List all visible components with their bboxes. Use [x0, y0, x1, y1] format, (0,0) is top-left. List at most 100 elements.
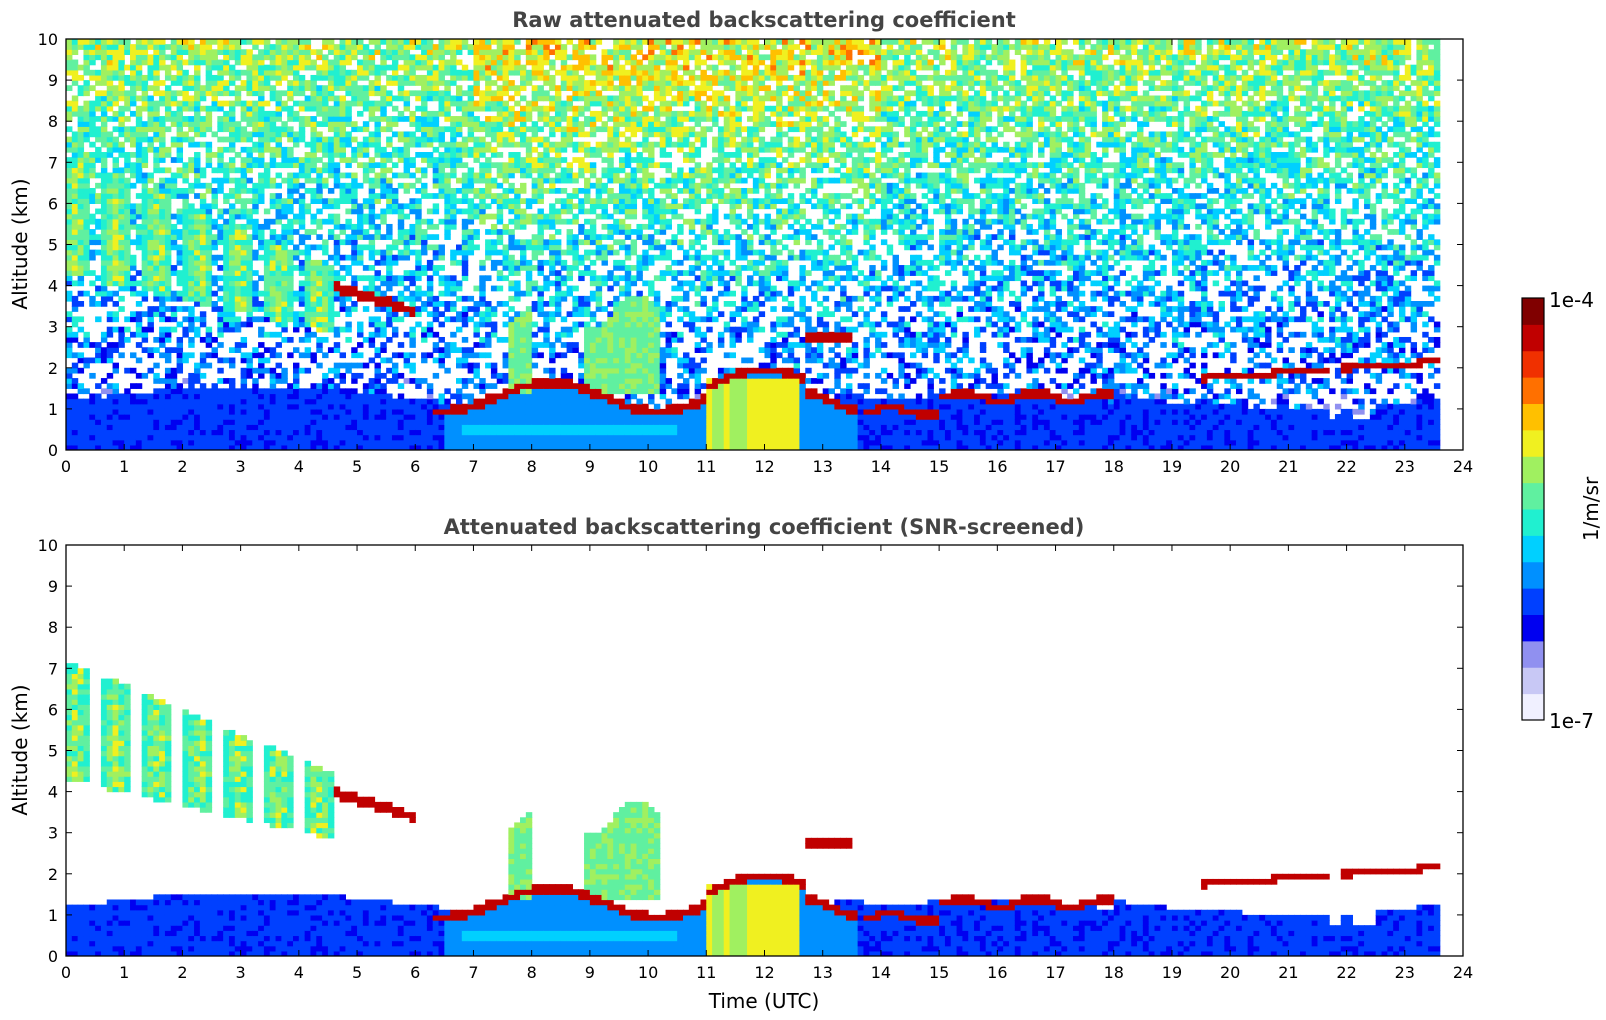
heatmap-cell — [258, 157, 265, 163]
heatmap-cell — [520, 321, 527, 328]
heatmap-cell — [554, 301, 562, 307]
heatmap-cell — [368, 254, 376, 261]
heatmap-cell — [485, 203, 492, 210]
heatmap-cell — [124, 198, 131, 204]
heatmap-cell — [531, 167, 539, 174]
heatmap-cell — [520, 49, 527, 56]
heatmap-cell — [275, 378, 282, 384]
heatmap-cell — [374, 193, 381, 199]
heatmap-cell — [473, 306, 480, 312]
heatmap-cell — [100, 126, 108, 133]
heatmap-cell — [380, 419, 387, 425]
heatmap-cell — [275, 136, 282, 143]
heatmap-cell — [170, 64, 178, 71]
heatmap-cell — [293, 64, 300, 71]
heatmap-cell — [339, 424, 346, 431]
heatmap-cell — [520, 352, 527, 359]
heatmap-cell — [496, 49, 504, 56]
heatmap-cell — [327, 126, 335, 133]
heatmap-cell — [357, 229, 364, 235]
heatmap-cell — [246, 80, 253, 86]
heatmap-cell — [228, 208, 236, 215]
heatmap-cell — [211, 301, 218, 307]
heatmap-cell — [514, 239, 521, 246]
heatmap-cell — [176, 187, 184, 194]
heatmap-cell — [95, 131, 102, 138]
heatmap-cell — [560, 429, 568, 436]
heatmap-cell — [124, 234, 131, 240]
heatmap-cell — [159, 136, 166, 143]
heatmap-cell — [479, 265, 486, 271]
heatmap-cell — [106, 388, 114, 395]
heatmap-cell — [263, 110, 271, 117]
heatmap-cell — [421, 136, 428, 143]
heatmap-cell — [461, 177, 469, 184]
heatmap-cell — [182, 69, 189, 76]
heatmap-cell — [182, 167, 189, 174]
heatmap-cell — [199, 311, 207, 318]
heatmap-cell — [100, 162, 108, 169]
heatmap-cell — [554, 54, 562, 61]
heatmap-cell — [287, 85, 294, 91]
heatmap-cell — [560, 203, 568, 210]
heatmap-cell — [298, 424, 306, 431]
heatmap-cell — [170, 270, 178, 276]
heatmap-cell — [269, 259, 277, 266]
heatmap-cell — [391, 311, 399, 318]
heatmap-cell — [508, 239, 515, 246]
heatmap-cell — [479, 69, 486, 76]
heatmap-cell — [194, 439, 201, 446]
heatmap-cell — [211, 131, 218, 138]
heatmap-cell — [176, 254, 184, 261]
heatmap-cell — [554, 414, 562, 420]
heatmap-cell — [310, 177, 317, 184]
heatmap-cell — [118, 85, 125, 91]
heatmap-cell — [217, 429, 224, 436]
heatmap-cell — [391, 419, 399, 425]
heatmap-cell — [287, 301, 294, 307]
heatmap-cell — [106, 244, 114, 251]
heatmap-cell — [252, 44, 259, 50]
heatmap-cell — [461, 187, 469, 194]
heatmap-cell — [560, 439, 568, 446]
heatmap-cell — [159, 301, 166, 307]
heatmap-cell — [508, 321, 515, 328]
heatmap-cell — [199, 414, 207, 420]
heatmap-cell — [135, 80, 143, 86]
heatmap-cell — [327, 424, 335, 431]
heatmap-cell — [269, 372, 277, 379]
heatmap-cell — [159, 429, 166, 436]
heatmap-cell — [520, 259, 527, 266]
heatmap-cell — [531, 126, 539, 133]
heatmap-cell — [438, 74, 445, 81]
heatmap-cell — [485, 85, 492, 91]
heatmap-cell — [380, 182, 387, 189]
heatmap-cell — [71, 203, 79, 210]
heatmap-cell — [310, 259, 317, 266]
heatmap-cell — [124, 193, 131, 199]
heatmap-cell — [141, 280, 149, 287]
heatmap-cell — [281, 203, 288, 210]
heatmap-cell — [479, 49, 486, 56]
heatmap-cell — [479, 152, 486, 158]
heatmap-cell — [176, 100, 184, 107]
heatmap-cell — [281, 229, 288, 235]
heatmap-cell — [106, 234, 114, 240]
heatmap-cell — [246, 372, 253, 379]
heatmap-cell — [217, 393, 224, 400]
heatmap-cell — [164, 378, 172, 384]
heatmap-cell — [333, 121, 341, 127]
heatmap-cell — [252, 198, 259, 204]
heatmap-cell — [421, 434, 428, 441]
heatmap-cell — [368, 110, 376, 117]
heatmap-cell — [269, 152, 277, 158]
heatmap-cell — [130, 110, 137, 117]
heatmap-cell — [409, 290, 416, 297]
heatmap-cell — [281, 275, 288, 282]
heatmap-cell — [66, 424, 73, 431]
heatmap-cell — [403, 414, 411, 420]
heatmap-cell — [549, 434, 556, 441]
heatmap-cell — [199, 39, 207, 45]
heatmap-cell — [560, 388, 568, 395]
heatmap-cell — [258, 141, 265, 148]
